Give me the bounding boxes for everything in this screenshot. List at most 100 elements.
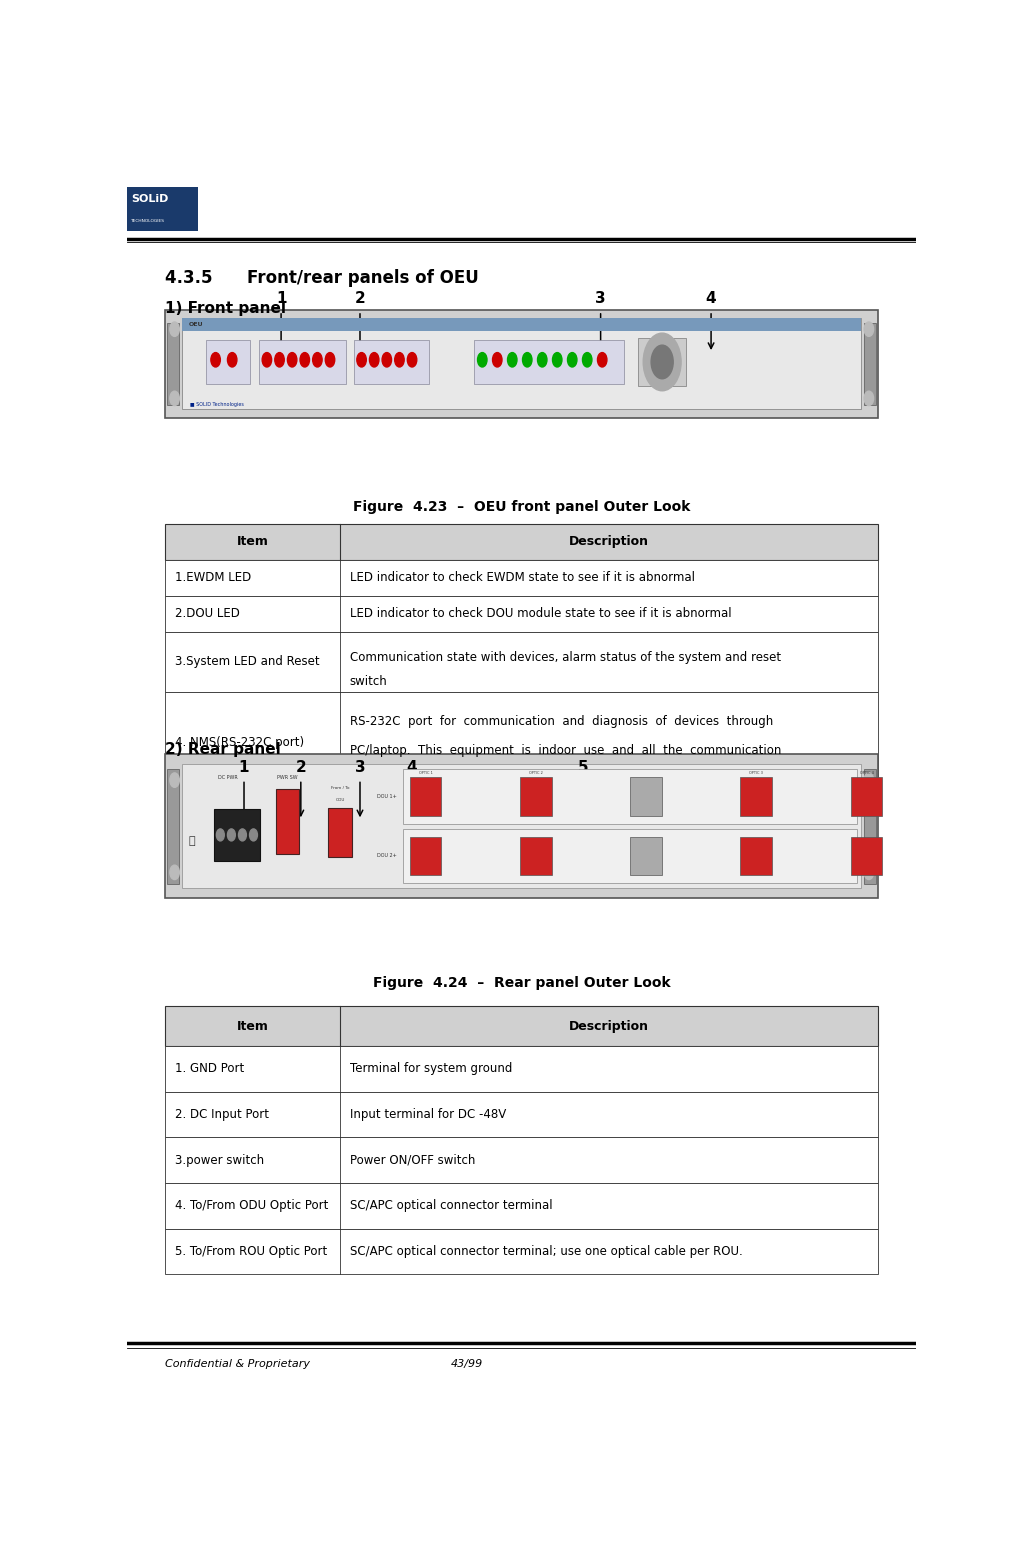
Circle shape	[522, 353, 532, 367]
Text: 3: 3	[596, 292, 606, 306]
Text: PC/laptop.  This  equipment  is  indoor  use  and  all  the  communication: PC/laptop. This equipment is indoor use …	[350, 744, 781, 757]
Text: ■ SOLID Technologies: ■ SOLID Technologies	[190, 402, 244, 407]
Text: 3: 3	[354, 760, 365, 775]
Text: Communication state with devices, alarm status of the system and reset: Communication state with devices, alarm …	[350, 651, 781, 665]
Bar	[329, 808, 352, 858]
Circle shape	[643, 334, 681, 392]
Text: DC PWR: DC PWR	[218, 775, 238, 780]
Text: PWR SW: PWR SW	[277, 775, 297, 780]
Bar	[638, 339, 686, 385]
Circle shape	[477, 353, 487, 367]
Circle shape	[326, 353, 335, 367]
Circle shape	[170, 321, 179, 337]
Bar	[851, 836, 883, 875]
Circle shape	[493, 353, 502, 367]
Text: ⏚: ⏚	[188, 836, 195, 846]
Circle shape	[370, 353, 379, 367]
Bar	[403, 769, 857, 824]
Text: Figure  4.23  –  OEU front panel Outer Look: Figure 4.23 – OEU front panel Outer Look	[353, 499, 690, 513]
Bar	[165, 1137, 879, 1182]
Text: 2: 2	[354, 292, 365, 306]
Text: 4. To/From ODU Optic Port: 4. To/From ODU Optic Port	[175, 1200, 328, 1212]
Bar	[259, 340, 346, 384]
Bar	[165, 691, 879, 794]
Circle shape	[238, 828, 246, 841]
Bar	[740, 836, 772, 875]
Circle shape	[287, 353, 297, 367]
Text: 2) Rear panel: 2) Rear panel	[165, 743, 281, 757]
Text: 1) Front panel: 1) Front panel	[165, 301, 286, 317]
Circle shape	[227, 828, 235, 841]
Text: 3.System LED and Reset: 3.System LED and Reset	[175, 655, 320, 668]
Bar	[520, 836, 552, 875]
Text: LED indicator to check EWDM state to see if it is abnormal: LED indicator to check EWDM state to see…	[350, 571, 694, 583]
Circle shape	[508, 353, 517, 367]
Circle shape	[227, 353, 237, 367]
Text: 2: 2	[295, 760, 306, 775]
Text: 1. GND Port: 1. GND Port	[175, 1062, 244, 1075]
Text: Figure  4.24  –  Rear panel Outer Look: Figure 4.24 – Rear panel Outer Look	[373, 977, 671, 991]
Text: OPTIC 4: OPTIC 4	[859, 771, 873, 775]
Circle shape	[553, 353, 562, 367]
Bar	[474, 340, 624, 384]
Text: 5. To/From ROU Optic Port: 5. To/From ROU Optic Port	[175, 1245, 327, 1257]
Text: DOU 1+: DOU 1+	[378, 794, 397, 799]
Circle shape	[382, 353, 392, 367]
Circle shape	[211, 353, 220, 367]
Text: DOU 2+: DOU 2+	[378, 853, 397, 858]
Circle shape	[395, 353, 404, 367]
Circle shape	[864, 392, 873, 406]
Bar	[403, 828, 857, 883]
Circle shape	[407, 353, 416, 367]
Bar	[851, 777, 883, 816]
Text: OEU: OEU	[188, 323, 204, 328]
Bar	[740, 777, 772, 816]
Text: 1.EWDM LED: 1.EWDM LED	[175, 571, 250, 583]
Text: switch: switch	[350, 675, 388, 688]
Bar	[165, 596, 879, 632]
Circle shape	[275, 353, 284, 367]
Circle shape	[263, 353, 272, 367]
Text: Power ON/OFF switch: Power ON/OFF switch	[350, 1154, 475, 1167]
Bar	[182, 764, 861, 888]
Bar	[409, 777, 441, 816]
Bar	[520, 777, 552, 816]
Circle shape	[170, 392, 179, 406]
Text: wirings are limited to inside of the building: wirings are limited to inside of the bui…	[350, 774, 605, 786]
Text: SC/APC optical connector terminal: SC/APC optical connector terminal	[350, 1200, 553, 1212]
Circle shape	[538, 353, 547, 367]
Bar	[165, 524, 879, 560]
Bar	[353, 340, 429, 384]
Bar	[127, 187, 199, 231]
Text: 3.power switch: 3.power switch	[175, 1154, 264, 1167]
Circle shape	[313, 353, 322, 367]
Bar	[864, 323, 875, 406]
Text: SC/APC optical connector terminal; use one optical cable per ROU.: SC/APC optical connector terminal; use o…	[350, 1245, 742, 1257]
Circle shape	[864, 772, 873, 788]
Circle shape	[170, 866, 179, 880]
Bar	[165, 1006, 879, 1047]
Bar	[165, 310, 879, 418]
Text: Terminal for system ground: Terminal for system ground	[350, 1062, 512, 1075]
Text: LED indicator to check DOU module state to see if it is abnormal: LED indicator to check DOU module state …	[350, 607, 731, 621]
Text: ODU: ODU	[336, 799, 345, 802]
Text: Description: Description	[569, 535, 649, 548]
Bar	[409, 836, 441, 875]
Text: RS-232C  port  for  communication  and  diagnosis  of  devices  through: RS-232C port for communication and diagn…	[350, 714, 773, 729]
Bar	[864, 769, 875, 885]
Text: Confidential & Proprietary: Confidential & Proprietary	[165, 1359, 310, 1370]
Bar	[165, 753, 879, 899]
Bar	[182, 318, 861, 409]
Bar	[206, 340, 249, 384]
Text: SOLiD: SOLiD	[131, 193, 169, 204]
Circle shape	[300, 353, 309, 367]
Bar	[630, 836, 662, 875]
Bar	[165, 560, 879, 596]
Text: TECHNOLOGIES: TECHNOLOGIES	[130, 220, 164, 223]
Text: OPTIC 3: OPTIC 3	[749, 771, 764, 775]
Circle shape	[170, 772, 179, 788]
Bar	[165, 632, 879, 691]
Circle shape	[864, 321, 873, 337]
Bar	[168, 323, 179, 406]
Circle shape	[652, 345, 673, 379]
